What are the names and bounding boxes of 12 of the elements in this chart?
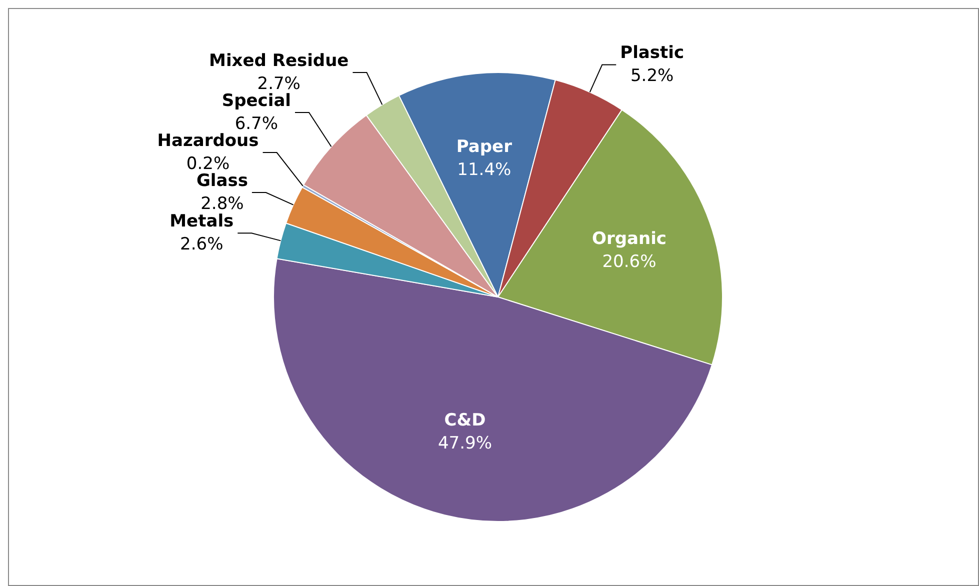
data-label: 11.4% <box>457 160 512 180</box>
slice-label: Mixed Residue <box>209 50 349 71</box>
data-label: 5.2% <box>630 66 674 86</box>
data-label: 2.8% <box>200 194 244 214</box>
slice-label: Paper <box>456 136 513 157</box>
data-label: 47.9% <box>438 434 492 454</box>
data-label: 2.6% <box>180 234 224 255</box>
slice-label: C&D <box>444 410 486 431</box>
slice-label: Plastic <box>620 43 684 64</box>
slice-label: Metals <box>170 212 234 232</box>
slice-label: Organic <box>592 229 666 250</box>
data-label: 20.6% <box>602 252 656 272</box>
